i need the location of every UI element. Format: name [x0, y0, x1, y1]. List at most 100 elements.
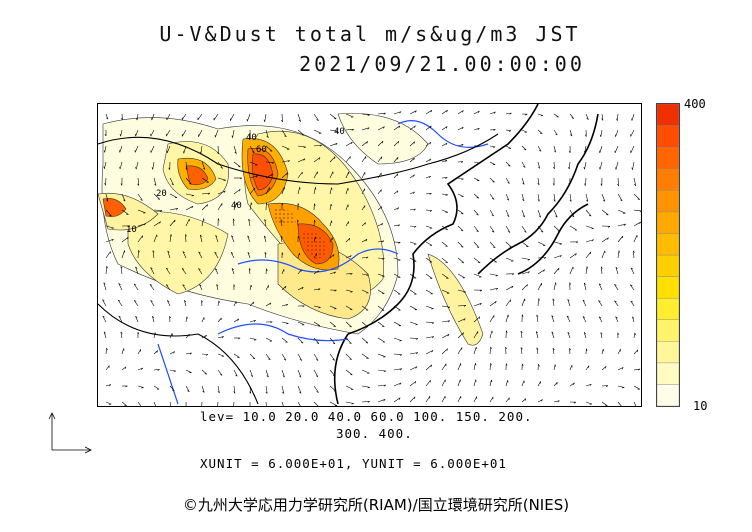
wind-vector [601, 193, 606, 202]
wind-vector-head [333, 254, 335, 257]
wind-vector [313, 337, 320, 344]
wind-vector-head [429, 192, 432, 195]
wind-vector [409, 337, 419, 339]
wind-vector [441, 257, 448, 264]
wind-vector-head [477, 127, 480, 131]
wind-vector [425, 305, 434, 309]
wind-vector [599, 161, 603, 170]
wind-vector-head [491, 379, 493, 383]
wind-vector [614, 145, 619, 154]
wind-vector [281, 285, 287, 291]
wind-vector [425, 396, 431, 403]
wind-vector-head [191, 206, 194, 209]
wind-vector-head [300, 342, 304, 344]
wind-vector [135, 316, 139, 323]
wind-vector [537, 381, 541, 387]
wind-vector [489, 225, 495, 233]
wind-vector-head [462, 332, 464, 335]
wind-vector [553, 255, 562, 259]
wind-vector [441, 395, 446, 403]
wind-vector [345, 321, 352, 328]
wind-vector-head [150, 267, 153, 269]
wind-vector-head [109, 214, 112, 217]
wind-vector [377, 337, 385, 343]
wind-vector-head [507, 231, 511, 233]
wind-vector-head [505, 346, 508, 350]
wind-vector-head [575, 241, 579, 244]
wind-vector-head [175, 208, 178, 211]
wind-vector-head [567, 331, 570, 334]
wind-vector-head [633, 250, 635, 253]
wind-vector [585, 365, 590, 371]
wind-vector-head [172, 389, 175, 391]
wind-vector [505, 241, 512, 248]
wind-vector [249, 145, 255, 153]
wind-vector-head [639, 211, 641, 213]
wind-vector-head [254, 339, 257, 341]
wind-vector [169, 193, 178, 198]
wind-vector [377, 172, 382, 179]
wind-vector-head [348, 238, 351, 241]
wind-vector-head [383, 126, 385, 129]
wind-vector [617, 177, 619, 186]
wind-vector-head [559, 243, 562, 245]
wind-vector [169, 385, 175, 391]
wind-vector [505, 209, 510, 217]
wind-vector [425, 225, 433, 229]
wind-vector-head [169, 316, 172, 319]
wind-vector [441, 241, 448, 247]
wind-vector [297, 113, 301, 122]
wind-vector [201, 161, 206, 170]
wind-vector [265, 285, 269, 291]
wind-vector-head [397, 173, 399, 176]
wind-vector-head [332, 342, 336, 345]
wind-vector-head [202, 390, 205, 393]
wind-vector-head [367, 401, 370, 403]
wind-vector-head [445, 126, 448, 129]
wind-vector [377, 112, 386, 115]
wind-vector-head [637, 198, 640, 200]
wind-vector [297, 321, 305, 326]
wind-vector-head [315, 187, 317, 190]
wind-vector [409, 381, 417, 387]
wind-vector [105, 113, 109, 120]
wind-vector-head [430, 364, 432, 368]
wind-vector-head [367, 127, 370, 130]
wind-vector-head [463, 318, 466, 321]
wind-vector [152, 161, 155, 170]
contour-label: 20 [156, 189, 167, 199]
wind-vector-head [135, 166, 137, 170]
wind-vector-head [477, 162, 480, 164]
wind-vector-head [491, 198, 495, 200]
wind-vector-head [252, 357, 255, 360]
wind-vector [425, 141, 431, 147]
wind-vector-head [413, 208, 416, 211]
wind-vector-head [586, 348, 588, 351]
wind-vector-head [586, 118, 589, 120]
colorbar-block [656, 297, 680, 320]
wind-vector-head [349, 342, 352, 344]
wind-vector [281, 129, 287, 137]
wind-vector-head [331, 187, 333, 190]
wind-vector-head [217, 391, 220, 394]
wind-vector [105, 401, 112, 405]
wind-vector [598, 300, 603, 307]
colorbar-block [656, 190, 680, 213]
wind-vector-head [495, 287, 498, 290]
wind-vector-head [173, 351, 175, 354]
wind-vector [441, 225, 448, 230]
wind-vector-head [219, 374, 223, 376]
wind-vector-head [220, 167, 223, 169]
wind-vector-head [109, 384, 112, 387]
wind-vector [329, 129, 338, 132]
wind-vector-head [540, 231, 544, 233]
contour-label: 60 [256, 145, 267, 155]
wind-vector [265, 187, 270, 195]
wind-vector-head [397, 141, 399, 144]
wind-vector [441, 363, 447, 371]
wind-vector-head [399, 354, 403, 356]
wind-vector [281, 369, 285, 378]
wind-vector [345, 204, 349, 211]
wind-vector-head [201, 300, 203, 303]
wind-vector [393, 224, 400, 227]
